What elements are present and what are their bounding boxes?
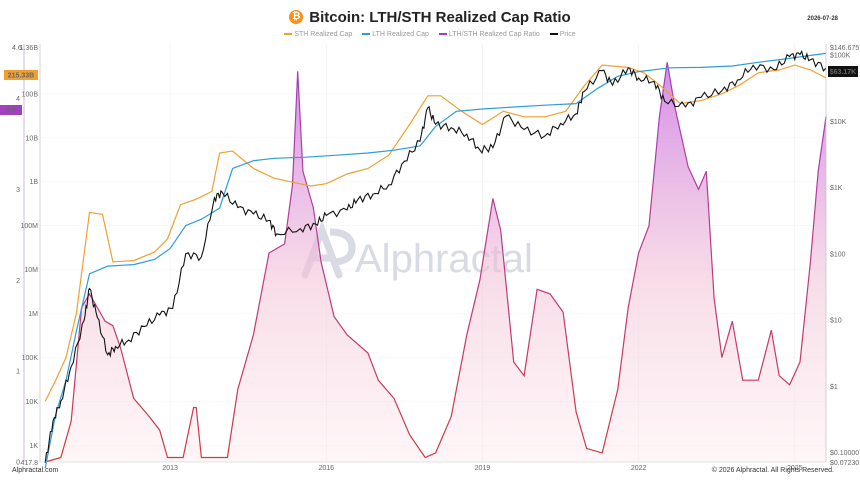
x-tick-label: 2016 xyxy=(319,465,335,472)
logo-p-stroke xyxy=(329,228,356,266)
legend-swatch-lth xyxy=(362,33,371,35)
cap-tick-label: 100B xyxy=(22,91,39,98)
axes: 2013 2016 2019 2022 20251K10K100K1M10M100M1B… xyxy=(0,44,859,472)
legend-item-price[interactable]: Price xyxy=(549,30,576,38)
cap-tick-label: 1K xyxy=(29,443,38,450)
cap-tick-label: 10B xyxy=(26,135,39,142)
chart-title: ₿ Bitcoin: LTH/STH Realized Cap Ratio xyxy=(289,8,571,26)
price-top-label: $146.675 xyxy=(830,45,859,52)
cap-tick-label: 100K xyxy=(22,355,39,362)
ratio-tick-label: 3 xyxy=(16,187,20,194)
ratio-line xyxy=(45,62,827,463)
ratio-marker: 3.8 xyxy=(0,105,22,115)
series-layer xyxy=(44,49,827,469)
price-tick-label: $0.10000 xyxy=(830,450,859,457)
cap-marker: 215.33B xyxy=(4,70,38,80)
price-tick-label: $100 xyxy=(830,251,846,258)
title-row: ₿ Bitcoin: LTH/STH Realized Cap Ratio xyxy=(0,6,860,26)
lth-line xyxy=(44,52,827,469)
chart-title-text: Bitcoin: LTH/STH Realized Cap Ratio xyxy=(309,8,571,26)
legend-label-price: Price xyxy=(559,30,576,38)
price-bottom-label: $0.07230 xyxy=(830,460,859,467)
price-tick-label: $10 xyxy=(830,318,842,325)
legend-swatch-price xyxy=(549,33,558,35)
legend-swatch-sth xyxy=(284,33,293,35)
x-tick-label: 2019 xyxy=(475,465,491,472)
ratio-marker-box xyxy=(0,105,22,115)
legend-item-lth[interactable]: LTH Realized Cap xyxy=(362,31,429,38)
cap-bottom-label: 417.8 xyxy=(20,460,38,467)
cap-tick-label: 10M xyxy=(24,267,38,274)
price-line xyxy=(44,49,827,463)
legend: STH Realized Cap LTH Realized Cap LTH/ST… xyxy=(0,30,860,38)
cap-tick-label: 100M xyxy=(20,223,38,230)
cap-tick-label: 1B xyxy=(29,179,38,186)
footer-copyright: © 2026 Alphractal. All Rights Reserved. xyxy=(711,467,834,474)
x-tick-label: 2022 xyxy=(631,465,647,472)
cap-marker-label: 215.33B xyxy=(8,73,34,80)
legend-label-ratio: LTH/STH Realized Cap Ratio xyxy=(448,30,540,38)
ratio-area xyxy=(45,62,826,462)
cap-tick-label: 10K xyxy=(26,399,39,406)
ratio-top-label: 4.6 xyxy=(12,45,22,52)
legend-label-lth: LTH Realized Cap xyxy=(372,30,429,38)
legend-swatch-ratio xyxy=(438,33,447,35)
legend-item-ratio[interactable]: LTH/STH Realized Cap Ratio xyxy=(438,30,540,38)
price-marker-box xyxy=(828,66,858,77)
watermark: Alphractal xyxy=(355,237,533,281)
price-marker-label: $63.17K xyxy=(830,69,856,76)
price-marker: $63.17K xyxy=(828,66,858,77)
ratio-marker-label: 3.8 xyxy=(6,108,16,115)
legend-item-sth[interactable]: STH Realized Cap xyxy=(284,31,352,38)
cap-tick-label: 1M xyxy=(28,311,38,318)
x-tick-label: 2013 xyxy=(162,465,178,472)
ratio-tick-label: 4 xyxy=(16,96,20,103)
bitcoin-icon: ₿ xyxy=(289,10,304,24)
ratio-tick-label: 1 xyxy=(16,369,20,376)
price-tick-label: $1 xyxy=(830,384,838,391)
price-tick-label: $1K xyxy=(830,185,843,192)
legend-label-sth: STH Realized Cap xyxy=(294,30,353,38)
price-tick-label: $100K xyxy=(830,53,851,60)
ratio-tick-label: 0 xyxy=(16,460,20,467)
x-tick-label: 2025 xyxy=(787,465,803,472)
cap-marker-box xyxy=(4,70,38,80)
ratio-tick-label: 2 xyxy=(16,278,20,285)
date-stamp: 2026-07-28 xyxy=(807,16,838,22)
price-tick-label: $10K xyxy=(830,119,847,126)
cap-top-label: 1.36B xyxy=(20,45,39,52)
footer-site[interactable]: Alphractal.com xyxy=(12,467,59,474)
